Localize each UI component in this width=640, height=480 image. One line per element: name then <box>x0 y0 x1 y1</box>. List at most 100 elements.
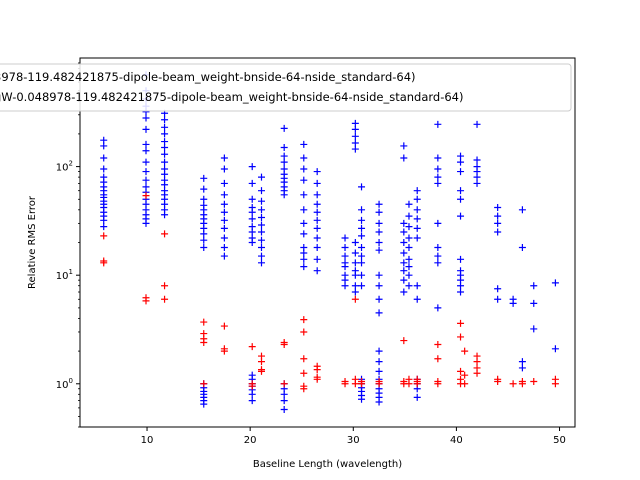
data-point <box>358 252 366 260</box>
data-point <box>358 224 366 232</box>
legend-label-red: gW-0.048978-119.482421875-dipole-beam_we… <box>0 90 464 104</box>
data-point <box>405 243 413 251</box>
data-point <box>358 259 366 267</box>
data-point <box>358 377 366 385</box>
data-point <box>258 358 265 366</box>
y-tick-label: 101 <box>56 268 73 282</box>
data-point <box>300 230 308 238</box>
data-point <box>494 228 502 236</box>
data-point <box>494 219 502 227</box>
series-red-markers <box>100 192 559 393</box>
data-point <box>457 152 465 160</box>
y-tick-label: 102 <box>56 160 73 174</box>
data-point <box>220 224 228 232</box>
data-point <box>161 295 169 303</box>
data-point <box>220 154 228 162</box>
data-point <box>248 382 256 390</box>
data-point <box>200 236 208 244</box>
data-point <box>457 333 465 341</box>
data-point <box>400 228 408 236</box>
data-point <box>351 271 359 279</box>
data-point <box>258 187 265 195</box>
series-blue-markers <box>100 71 559 413</box>
data-point <box>258 213 265 221</box>
data-point <box>400 377 408 385</box>
data-point <box>313 375 321 383</box>
data-point <box>161 116 169 124</box>
data-point <box>258 206 265 214</box>
data-point <box>457 168 465 176</box>
data-point <box>434 380 442 388</box>
data-point <box>220 191 228 199</box>
data-point <box>313 168 321 176</box>
x-tick-label: 30 <box>347 435 360 446</box>
data-point <box>300 154 308 162</box>
data-point <box>248 239 256 246</box>
data-point <box>351 282 359 290</box>
data-point <box>341 252 349 260</box>
data-point <box>248 208 256 216</box>
data-point <box>300 385 308 393</box>
data-point <box>351 249 359 257</box>
data-point <box>248 397 256 405</box>
data-point <box>375 398 383 406</box>
data-point <box>351 239 359 246</box>
data-point <box>280 397 288 405</box>
data-point <box>280 380 288 388</box>
data-point <box>405 212 413 220</box>
y-tick-label: 100 <box>56 377 73 391</box>
data-point <box>413 393 421 401</box>
data-point <box>375 200 383 208</box>
data-point <box>300 369 308 377</box>
data-point <box>351 145 359 153</box>
data-point <box>375 271 383 279</box>
data-point <box>161 282 169 290</box>
data-point <box>494 212 502 220</box>
data-point <box>200 174 208 182</box>
data-point <box>280 191 288 199</box>
data-point <box>413 187 421 195</box>
data-point <box>220 252 228 260</box>
data-point <box>200 185 208 193</box>
plot-frame <box>79 57 576 428</box>
data-point <box>351 132 359 140</box>
data-point <box>518 243 526 251</box>
data-point <box>258 228 265 236</box>
data-point <box>280 341 288 349</box>
data-point <box>258 236 265 244</box>
data-point <box>351 288 359 296</box>
data-point <box>400 239 408 246</box>
data-point <box>375 246 383 254</box>
data-point <box>300 328 308 336</box>
data-point <box>494 285 502 293</box>
data-point <box>161 123 169 131</box>
data-point <box>434 219 442 227</box>
data-point <box>300 165 308 173</box>
data-point <box>248 343 256 351</box>
data-point <box>351 139 359 147</box>
data-point <box>351 380 359 388</box>
data-point <box>434 341 442 349</box>
data-point <box>351 259 359 267</box>
data-point <box>434 355 442 363</box>
data-point <box>473 120 481 128</box>
data-point <box>313 200 321 208</box>
data-point <box>300 316 308 324</box>
data-point <box>358 183 366 191</box>
data-point <box>457 212 465 220</box>
data-point <box>461 347 469 355</box>
data-point <box>473 173 481 181</box>
data-point <box>142 140 150 148</box>
data-point <box>100 223 108 231</box>
data-point <box>200 338 208 346</box>
data-point <box>405 223 413 231</box>
data-point <box>494 295 502 303</box>
y-axis-ticks: 100 101 102 <box>56 62 80 428</box>
data-point <box>518 380 526 388</box>
data-point <box>400 337 408 345</box>
data-point <box>100 154 108 162</box>
data-point <box>341 243 349 251</box>
data-point <box>220 200 228 208</box>
x-axis-ticks: 10 20 30 40 50 <box>141 427 566 446</box>
